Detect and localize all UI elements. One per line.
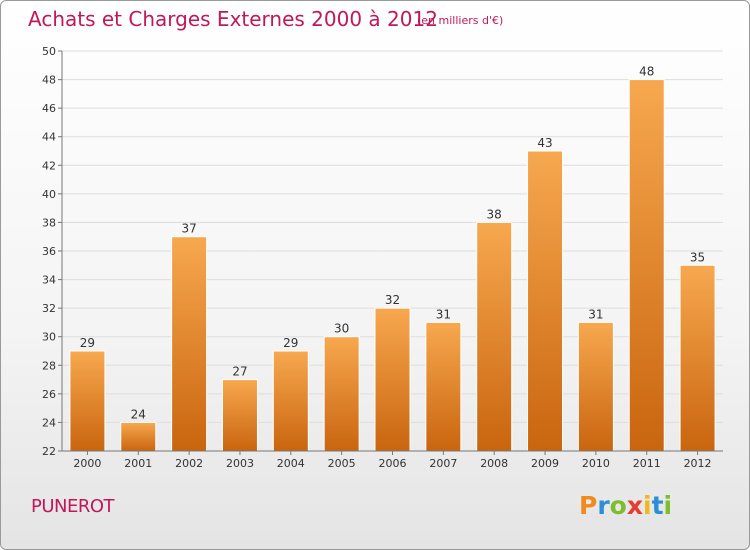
y-tick-label: 42 xyxy=(42,159,56,172)
bar xyxy=(628,79,665,452)
x-tick-label: 2008 xyxy=(480,457,508,470)
y-tick-label: 48 xyxy=(42,74,56,87)
x-tick-label: 2004 xyxy=(277,457,305,470)
bar-value-label: 43 xyxy=(537,136,552,150)
bar xyxy=(476,221,513,452)
bar xyxy=(374,307,411,452)
y-tick-label: 30 xyxy=(42,331,56,344)
x-tick-label: 2009 xyxy=(531,457,559,470)
bar-value-label: 48 xyxy=(639,65,654,79)
logo-letter: x xyxy=(626,491,643,520)
bars xyxy=(69,79,716,452)
bar-value-label: 29 xyxy=(80,336,95,350)
x-tick-label: 2001 xyxy=(124,457,152,470)
bar xyxy=(425,321,462,452)
logo-letter: i xyxy=(663,491,673,520)
data-labels: 29 24 37 27 29 30 32 31 38 43 31 48 35 xyxy=(80,65,705,422)
proxiti-logo[interactable]: Proxiti xyxy=(579,491,672,520)
bar-value-label: 35 xyxy=(690,250,705,264)
bar xyxy=(171,236,208,452)
logo-letter: o xyxy=(609,491,627,520)
bar-value-label: 24 xyxy=(131,407,146,421)
bar xyxy=(577,321,614,452)
bar xyxy=(679,264,716,452)
y-tick-label: 24 xyxy=(42,416,56,429)
x-tick-label: 2011 xyxy=(633,457,661,470)
bar-value-label: 30 xyxy=(334,322,349,336)
bar xyxy=(272,350,309,452)
y-tick-label: 40 xyxy=(42,188,56,201)
x-tick-label: 2002 xyxy=(175,457,203,470)
y-tick-label: 44 xyxy=(42,131,56,144)
x-tick-label: 2012 xyxy=(684,457,712,470)
x-tick-label: 2007 xyxy=(429,457,457,470)
commune-name: PUNEROT xyxy=(31,496,115,517)
bar-value-label: 37 xyxy=(181,222,196,236)
y-tick-label: 22 xyxy=(42,445,56,458)
y-tick-label: 34 xyxy=(42,274,56,287)
bar xyxy=(323,336,360,452)
y-tick-label: 50 xyxy=(42,45,56,58)
chart-title: Achats et Charges Externes 2000 à 2012 xyxy=(28,7,438,31)
y-tick-label: 32 xyxy=(42,302,56,315)
x-tick-label: 2006 xyxy=(379,457,407,470)
logo-letter: i xyxy=(643,491,652,520)
x-tick-label: 2005 xyxy=(328,457,356,470)
logo-letter: P xyxy=(579,491,598,520)
bar-value-label: 38 xyxy=(487,207,502,221)
y-tick-label: 28 xyxy=(42,359,56,372)
y-tick-label: 38 xyxy=(42,216,56,229)
bar-value-label: 29 xyxy=(283,336,298,350)
bar xyxy=(120,421,157,452)
bar xyxy=(69,350,106,452)
logo-letter: r xyxy=(597,491,610,520)
x-axis: 2000 2001 2002 2003 2004 2005 2006 2007 2008 2009… xyxy=(62,450,723,470)
bar xyxy=(221,379,258,452)
bar-value-label: 27 xyxy=(232,365,247,379)
logo-letter: t xyxy=(651,491,664,520)
bar-value-label: 31 xyxy=(588,307,603,321)
x-tick-label: 2010 xyxy=(582,457,610,470)
y-tick-label: 46 xyxy=(42,102,56,115)
bar-value-label: 31 xyxy=(436,307,451,321)
bar xyxy=(527,150,564,452)
x-tick-label: 2003 xyxy=(226,457,254,470)
chart-subtitle: (en milliers d'€) xyxy=(417,14,504,27)
bar-value-label: 32 xyxy=(385,293,400,307)
x-tick-label: 2000 xyxy=(73,457,101,470)
y-tick-label: 26 xyxy=(42,388,56,401)
y-tick-label: 36 xyxy=(42,245,56,258)
y-axis: 22 24 26 28 30 32 34 36 38 40 42 44 46 48 50 xyxy=(42,45,63,458)
